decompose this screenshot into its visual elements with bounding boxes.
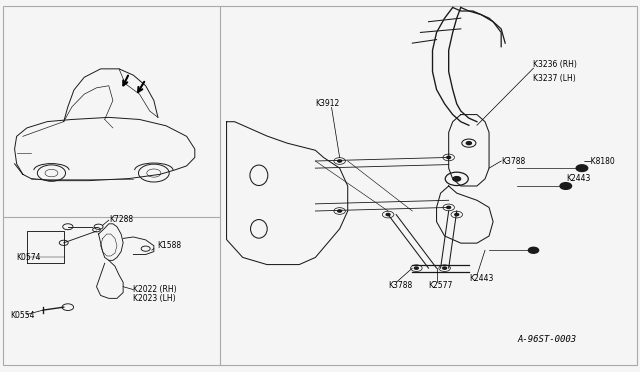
Circle shape — [576, 165, 588, 171]
Text: K2022 (RH): K2022 (RH) — [133, 285, 177, 294]
Circle shape — [386, 214, 390, 216]
Text: —K8180: —K8180 — [584, 157, 616, 166]
Circle shape — [443, 267, 447, 269]
Text: A-96ST-0003: A-96ST-0003 — [517, 335, 577, 344]
Circle shape — [560, 183, 572, 189]
Circle shape — [338, 160, 342, 162]
Circle shape — [467, 142, 472, 145]
Text: K3788: K3788 — [388, 282, 412, 291]
Text: K3912: K3912 — [316, 99, 340, 108]
Circle shape — [529, 247, 539, 253]
Circle shape — [455, 214, 459, 216]
Text: K0554: K0554 — [10, 311, 35, 320]
Text: K2023 (LH): K2023 (LH) — [133, 294, 176, 303]
Circle shape — [415, 267, 419, 269]
Text: K2443: K2443 — [469, 275, 493, 283]
Text: K2577: K2577 — [429, 282, 453, 291]
Text: K3237 (LH): K3237 (LH) — [534, 74, 576, 83]
Text: K7288: K7288 — [109, 215, 133, 224]
Text: K0574: K0574 — [17, 253, 41, 262]
Circle shape — [447, 206, 451, 209]
Text: K3788: K3788 — [501, 157, 525, 166]
Circle shape — [453, 177, 461, 181]
Circle shape — [447, 156, 451, 158]
Text: K1588: K1588 — [157, 241, 181, 250]
Text: K3236 (RH): K3236 (RH) — [534, 60, 577, 69]
Text: K2443: K2443 — [566, 174, 590, 183]
Circle shape — [338, 210, 342, 212]
